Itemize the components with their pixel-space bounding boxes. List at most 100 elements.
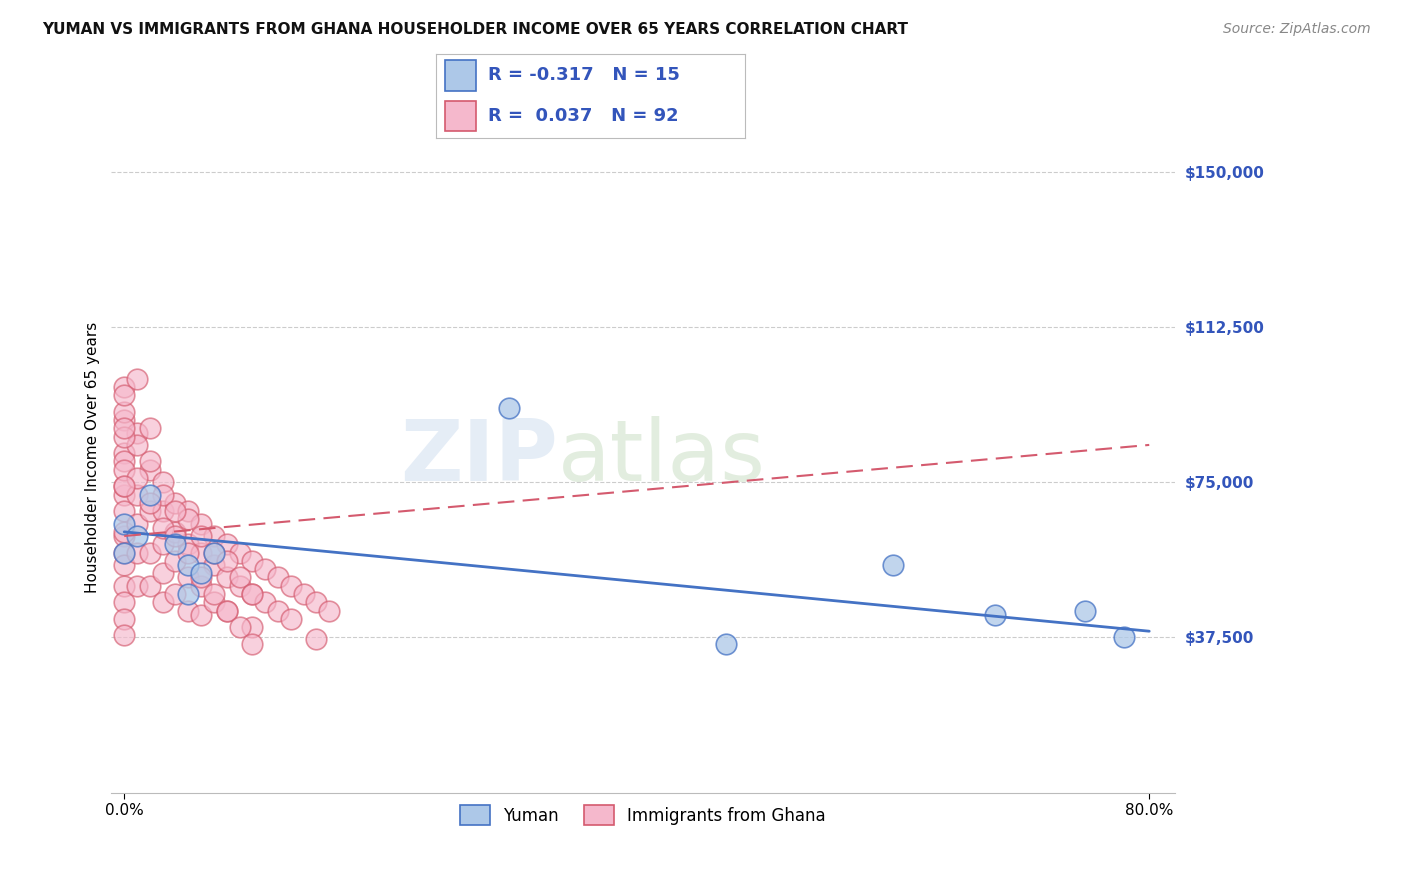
Point: [125, 471, 148, 485]
Point: [125, 579, 148, 593]
Point: [125, 372, 148, 386]
Point: [190, 579, 212, 593]
Point: [254, 595, 277, 609]
Point: [215, 537, 238, 551]
Text: R =  0.037   N = 92: R = 0.037 N = 92: [488, 107, 679, 125]
Point: [112, 545, 135, 559]
Point: [125, 516, 148, 531]
Point: [139, 463, 162, 477]
Point: [177, 558, 200, 572]
Point: [125, 487, 148, 501]
Point: [305, 632, 328, 647]
Point: [152, 595, 174, 609]
Point: [228, 545, 250, 559]
Point: [177, 537, 200, 551]
Point: [716, 637, 738, 651]
Point: [882, 558, 904, 572]
Point: [165, 537, 187, 551]
Point: [112, 529, 135, 543]
Point: [267, 570, 290, 584]
Point: [125, 545, 148, 559]
Point: [984, 607, 1007, 622]
Y-axis label: Householder Income Over 65 years: Householder Income Over 65 years: [86, 322, 100, 593]
Point: [202, 587, 225, 601]
Point: [240, 554, 263, 568]
Point: [240, 587, 263, 601]
Point: [139, 579, 162, 593]
Point: [112, 558, 135, 572]
Text: atlas: atlas: [558, 416, 766, 499]
Point: [152, 475, 174, 490]
Point: [254, 562, 277, 576]
Point: [152, 566, 174, 581]
FancyBboxPatch shape: [446, 101, 477, 131]
Point: [125, 529, 148, 543]
Text: R = -0.317   N = 15: R = -0.317 N = 15: [488, 66, 681, 84]
Point: [280, 612, 302, 626]
Point: [125, 425, 148, 440]
FancyBboxPatch shape: [446, 61, 477, 91]
Point: [112, 463, 135, 477]
Point: [112, 430, 135, 444]
Point: [112, 628, 135, 642]
Point: [202, 545, 225, 559]
Point: [139, 496, 162, 510]
Point: [112, 479, 135, 493]
Point: [177, 603, 200, 617]
Point: [190, 545, 212, 559]
Point: [152, 487, 174, 501]
Point: [177, 504, 200, 518]
Point: [177, 587, 200, 601]
Point: [202, 529, 225, 543]
Point: [139, 487, 162, 501]
Point: [190, 570, 212, 584]
Point: [228, 579, 250, 593]
Point: [190, 529, 212, 543]
Point: [112, 524, 135, 539]
Point: [202, 545, 225, 559]
Point: [1112, 631, 1135, 645]
Text: Source: ZipAtlas.com: Source: ZipAtlas.com: [1223, 22, 1371, 37]
Point: [139, 545, 162, 559]
Point: [292, 587, 315, 601]
Point: [177, 512, 200, 526]
Point: [139, 454, 162, 468]
Text: YUMAN VS IMMIGRANTS FROM GHANA HOUSEHOLDER INCOME OVER 65 YEARS CORRELATION CHAR: YUMAN VS IMMIGRANTS FROM GHANA HOUSEHOLD…: [42, 22, 908, 37]
Point: [112, 446, 135, 460]
Point: [112, 413, 135, 427]
Point: [215, 554, 238, 568]
Point: [112, 421, 135, 435]
Point: [112, 516, 135, 531]
Point: [165, 524, 187, 539]
Legend: Yuman, Immigrants from Ghana: Yuman, Immigrants from Ghana: [454, 798, 832, 831]
Point: [139, 504, 162, 518]
Point: [240, 637, 263, 651]
Point: [215, 603, 238, 617]
Point: [280, 579, 302, 593]
Point: [125, 438, 148, 452]
Point: [202, 595, 225, 609]
Point: [215, 570, 238, 584]
Point: [190, 607, 212, 622]
Point: [228, 570, 250, 584]
Point: [112, 405, 135, 419]
Point: [165, 587, 187, 601]
Point: [152, 537, 174, 551]
Point: [165, 554, 187, 568]
Point: [240, 587, 263, 601]
Point: [112, 454, 135, 468]
Point: [112, 388, 135, 402]
Point: [165, 504, 187, 518]
Point: [177, 570, 200, 584]
Text: ZIP: ZIP: [401, 416, 558, 499]
Point: [165, 529, 187, 543]
Point: [177, 545, 200, 559]
Point: [112, 545, 135, 559]
Point: [1074, 603, 1097, 617]
Point: [202, 558, 225, 572]
Point: [228, 620, 250, 634]
Point: [190, 516, 212, 531]
Point: [318, 603, 340, 617]
Point: [112, 380, 135, 394]
Point: [112, 504, 135, 518]
